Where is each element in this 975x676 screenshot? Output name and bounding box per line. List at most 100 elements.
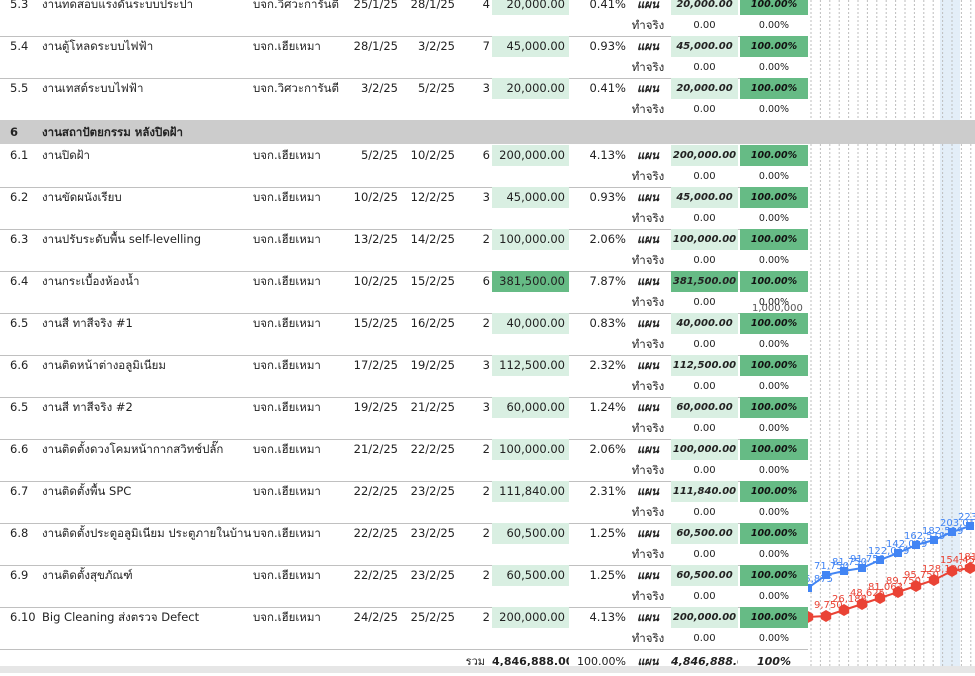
section-id[interactable]: 6: [10, 125, 19, 139]
task-id[interactable]: 5.3: [10, 0, 29, 11]
actual-value[interactable]: 0.00: [693, 549, 716, 560]
task-duration[interactable]: 2: [482, 232, 490, 246]
task-amount[interactable]: 45,000.00: [492, 36, 569, 57]
actual-value[interactable]: 0.00: [693, 213, 716, 224]
task-id[interactable]: 6.1: [10, 148, 29, 162]
total-plan-percent[interactable]: 100%: [757, 655, 791, 668]
task-percent[interactable]: 1.25%: [589, 568, 626, 582]
task-start-date[interactable]: 10/2/25: [353, 190, 398, 204]
plan-value[interactable]: 100,000.00: [671, 229, 738, 250]
plan-percent[interactable]: 100.00%: [740, 0, 808, 15]
total-plan-label[interactable]: แผน: [637, 655, 659, 668]
task-percent[interactable]: 1.24%: [589, 400, 626, 414]
actual-percent[interactable]: 0.00%: [758, 62, 790, 73]
actual-value[interactable]: 0.00: [693, 20, 716, 31]
plan-value[interactable]: 60,000.00: [671, 397, 738, 418]
plan-label[interactable]: แผน: [636, 316, 659, 330]
plan-percent[interactable]: 100.00%: [740, 607, 808, 628]
actual-label[interactable]: ทำจริง: [631, 18, 665, 32]
actual-value[interactable]: 0.00: [693, 104, 716, 115]
task-start-date[interactable]: 24/2/25: [353, 610, 398, 624]
plan-label[interactable]: แผน: [636, 358, 659, 372]
task-contractor[interactable]: บจก.วิศวะการันตี: [253, 81, 339, 95]
task-percent[interactable]: 0.93%: [589, 39, 626, 53]
task-amount[interactable]: 20,000.00: [492, 78, 569, 99]
task-duration[interactable]: 3: [482, 190, 490, 204]
task-duration[interactable]: 6: [482, 274, 490, 288]
plan-label[interactable]: แผน: [636, 442, 659, 456]
actual-value[interactable]: 0.00: [693, 591, 716, 602]
actual-percent[interactable]: 0.00%: [758, 549, 790, 560]
task-start-date[interactable]: 17/2/25: [353, 358, 398, 372]
actual-value[interactable]: 0.00: [693, 62, 716, 73]
task-name[interactable]: งานติดตั้งสุขภัณฑ์: [42, 568, 133, 582]
actual-label[interactable]: ทำจริง: [631, 253, 665, 267]
task-contractor[interactable]: บจก.เฮียเหมา: [253, 148, 321, 162]
task-id[interactable]: 6.3: [10, 232, 29, 246]
actual-percent[interactable]: 0.00%: [758, 255, 790, 266]
plan-percent[interactable]: 100.00%: [740, 565, 808, 586]
task-name[interactable]: งานติดตั้งดวงโคมหน้ากากสวิทช์ปลั๊ก: [42, 442, 224, 456]
plan-value[interactable]: 381,500.00: [671, 271, 738, 292]
task-id[interactable]: 5.5: [10, 81, 29, 95]
actual-value[interactable]: 0.00: [693, 633, 716, 644]
task-contractor[interactable]: บจก.เฮียเหมา: [253, 358, 321, 372]
task-amount[interactable]: 200,000.00: [492, 607, 569, 628]
plan-value[interactable]: 20,000.00: [671, 0, 738, 15]
task-duration[interactable]: 7: [482, 39, 490, 53]
task-contractor[interactable]: บจก.เฮียเหมา: [253, 190, 321, 204]
task-percent[interactable]: 2.06%: [589, 232, 626, 246]
task-end-date[interactable]: 19/2/25: [410, 358, 455, 372]
task-percent[interactable]: 0.93%: [589, 190, 626, 204]
task-percent[interactable]: 0.83%: [589, 316, 626, 330]
task-start-date[interactable]: 10/2/25: [353, 274, 398, 288]
task-start-date[interactable]: 21/2/25: [353, 442, 398, 456]
task-start-date[interactable]: 19/2/25: [353, 400, 398, 414]
actual-label[interactable]: ทำจริง: [631, 337, 665, 351]
horizontal-scrollbar[interactable]: [0, 666, 975, 673]
task-start-date[interactable]: 3/2/25: [360, 81, 398, 95]
task-percent[interactable]: 1.25%: [589, 526, 626, 540]
plan-label[interactable]: แผน: [636, 39, 659, 53]
task-start-date[interactable]: 22/2/25: [353, 484, 398, 498]
task-duration[interactable]: 3: [482, 400, 490, 414]
task-amount[interactable]: 112,500.00: [492, 355, 569, 376]
task-start-date[interactable]: 15/2/25: [353, 316, 398, 330]
plan-value[interactable]: 45,000.00: [671, 187, 738, 208]
task-end-date[interactable]: 14/2/25: [410, 232, 455, 246]
task-amount[interactable]: 111,840.00: [492, 481, 569, 502]
task-duration[interactable]: 3: [482, 358, 490, 372]
task-end-date[interactable]: 22/2/25: [410, 442, 455, 456]
task-percent[interactable]: 0.41%: [589, 81, 626, 95]
task-duration[interactable]: 2: [482, 442, 490, 456]
task-percent[interactable]: 2.31%: [589, 484, 626, 498]
task-amount[interactable]: 381,500.00: [492, 271, 569, 292]
actual-value[interactable]: 0.00: [693, 339, 716, 350]
task-id[interactable]: 6.4: [10, 274, 29, 288]
plan-label[interactable]: แผน: [636, 274, 659, 288]
plan-percent[interactable]: 100.00%: [740, 523, 808, 544]
task-contractor[interactable]: บจก.วิศวะการันตี: [253, 0, 339, 11]
task-end-date[interactable]: 16/2/25: [410, 316, 455, 330]
actual-percent[interactable]: 0.00%: [758, 465, 790, 476]
task-name[interactable]: งานขัดผนังเรียบ: [42, 190, 122, 204]
actual-percent[interactable]: 0.00%: [758, 423, 790, 434]
plan-label[interactable]: แผน: [636, 610, 659, 624]
task-id[interactable]: 6.6: [10, 442, 29, 456]
task-percent[interactable]: 4.13%: [589, 148, 626, 162]
plan-label[interactable]: แผน: [636, 81, 659, 95]
task-contractor[interactable]: บจก.เฮียเหมา: [253, 39, 321, 53]
plan-percent[interactable]: 100.00%: [740, 355, 808, 376]
task-contractor[interactable]: บจก.เฮียเหมา: [253, 400, 321, 414]
task-end-date[interactable]: 25/2/25: [410, 610, 455, 624]
plan-label[interactable]: แผน: [636, 568, 659, 582]
actual-percent[interactable]: 0.00%: [758, 213, 790, 224]
actual-label[interactable]: ทำจริง: [631, 295, 665, 309]
task-name[interactable]: งานตู้โหลดระบบไฟฟ้า: [42, 39, 154, 53]
plan-value[interactable]: 20,000.00: [671, 78, 738, 99]
task-duration[interactable]: 2: [482, 610, 490, 624]
task-end-date[interactable]: 21/2/25: [410, 400, 455, 414]
task-id[interactable]: 6.10: [10, 610, 36, 624]
task-name[interactable]: งานเทสต์ระบบไฟฟ้า: [42, 81, 144, 95]
task-name[interactable]: งานปรับระดับพื้น self-levelling: [42, 232, 202, 246]
